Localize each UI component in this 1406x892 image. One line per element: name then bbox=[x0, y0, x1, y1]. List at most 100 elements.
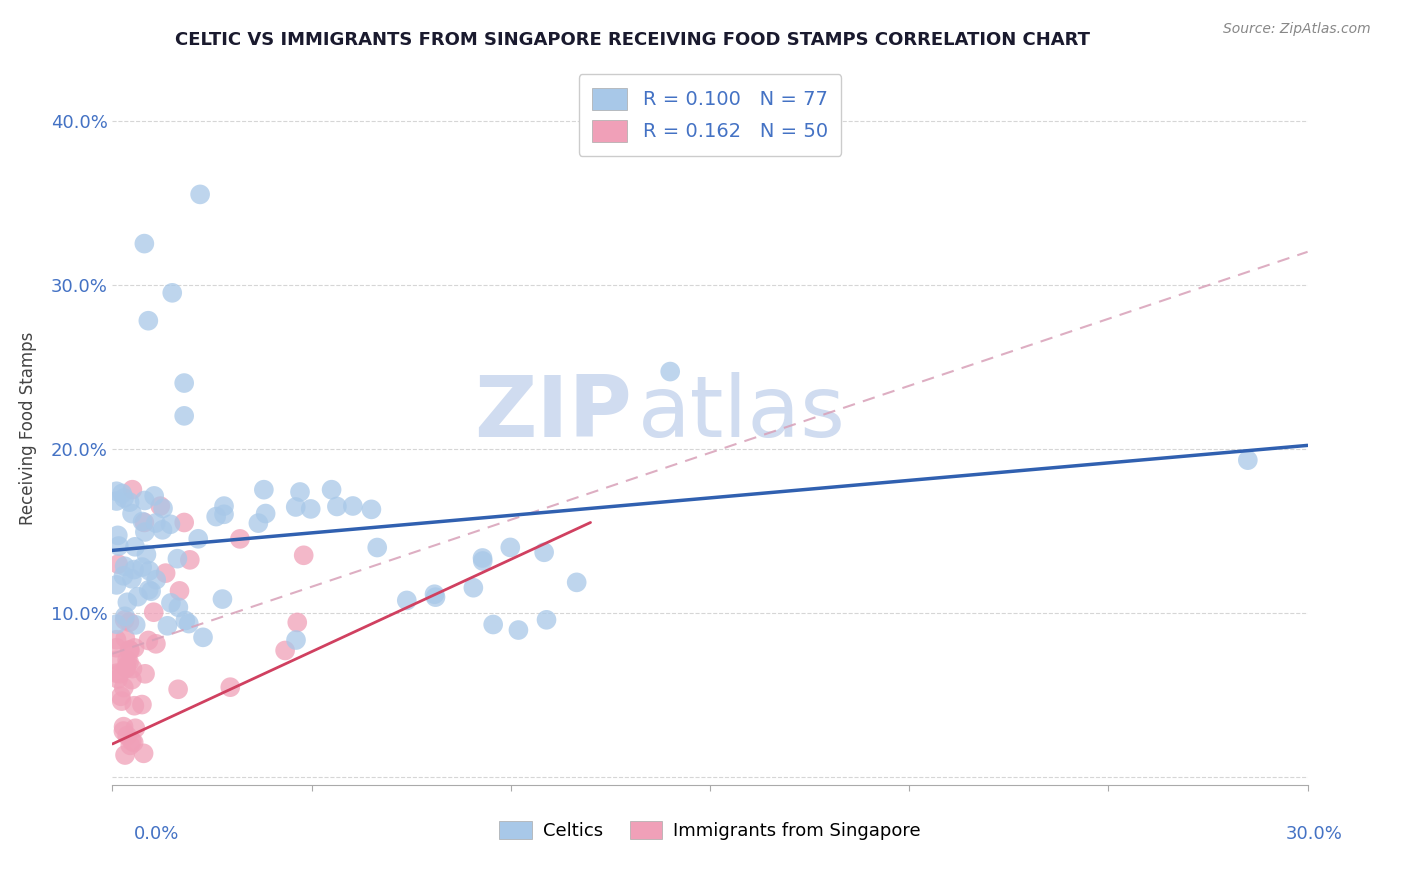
Point bbox=[508, 623, 530, 637]
Point bbox=[134, 236, 156, 251]
Point bbox=[423, 587, 446, 601]
Point bbox=[342, 499, 364, 513]
Point bbox=[167, 600, 190, 615]
Point bbox=[124, 698, 146, 713]
Point bbox=[138, 633, 160, 648]
Point bbox=[533, 545, 555, 559]
Point bbox=[173, 409, 195, 423]
Point bbox=[274, 643, 297, 657]
Point bbox=[112, 724, 135, 739]
Point bbox=[174, 614, 197, 628]
Point bbox=[162, 285, 183, 300]
Point bbox=[247, 516, 270, 530]
Point bbox=[143, 489, 166, 503]
Point bbox=[253, 483, 276, 497]
Point bbox=[112, 720, 135, 734]
Point bbox=[105, 494, 128, 508]
Point bbox=[188, 187, 211, 202]
Text: ZIP: ZIP bbox=[475, 372, 633, 456]
Point bbox=[1237, 453, 1260, 467]
Point bbox=[121, 662, 143, 676]
Point bbox=[118, 495, 141, 509]
Point bbox=[114, 631, 136, 645]
Point bbox=[115, 660, 138, 674]
Point bbox=[105, 666, 128, 681]
Point bbox=[120, 739, 142, 753]
Point bbox=[425, 590, 447, 604]
Point bbox=[135, 548, 157, 562]
Point bbox=[105, 653, 128, 667]
Legend: Celtics, Immigrants from Singapore: Celtics, Immigrants from Singapore bbox=[492, 814, 928, 847]
Point bbox=[360, 502, 382, 516]
Point bbox=[366, 541, 388, 555]
Point bbox=[173, 516, 195, 530]
Point bbox=[134, 666, 156, 681]
Point bbox=[659, 365, 682, 379]
Point bbox=[134, 516, 156, 530]
Point bbox=[131, 560, 153, 574]
Point bbox=[124, 640, 146, 655]
Point bbox=[219, 680, 242, 694]
Point bbox=[131, 698, 153, 712]
Point bbox=[138, 582, 160, 597]
Point bbox=[284, 500, 307, 514]
Point bbox=[108, 666, 131, 681]
Point bbox=[107, 528, 129, 542]
Point bbox=[177, 616, 200, 631]
Point bbox=[121, 734, 143, 748]
Point bbox=[115, 729, 138, 743]
Point bbox=[471, 554, 494, 568]
Point bbox=[105, 640, 128, 655]
Point bbox=[105, 578, 128, 592]
Point bbox=[395, 593, 418, 607]
Point bbox=[187, 532, 209, 546]
Point bbox=[156, 619, 179, 633]
Point bbox=[134, 493, 156, 508]
Point bbox=[145, 637, 167, 651]
Point bbox=[114, 609, 136, 624]
Point bbox=[179, 553, 201, 567]
Text: Source: ZipAtlas.com: Source: ZipAtlas.com bbox=[1223, 22, 1371, 37]
Point bbox=[124, 540, 146, 554]
Point bbox=[212, 508, 235, 522]
Point bbox=[105, 632, 128, 647]
Point bbox=[149, 499, 172, 513]
Y-axis label: Receiving Food Stamps: Receiving Food Stamps bbox=[18, 332, 37, 524]
Point bbox=[152, 523, 174, 537]
Point bbox=[285, 633, 308, 648]
Text: atlas: atlas bbox=[638, 372, 846, 456]
Point bbox=[121, 572, 143, 586]
Point bbox=[211, 592, 233, 607]
Point bbox=[114, 559, 136, 574]
Point bbox=[138, 314, 160, 328]
Point bbox=[254, 507, 277, 521]
Point bbox=[122, 563, 145, 577]
Point bbox=[131, 515, 153, 529]
Point bbox=[321, 483, 343, 497]
Point bbox=[152, 501, 174, 516]
Point bbox=[292, 549, 315, 563]
Point bbox=[299, 502, 322, 516]
Point bbox=[169, 583, 191, 598]
Point bbox=[111, 694, 134, 708]
Point bbox=[145, 516, 167, 530]
Point bbox=[107, 539, 129, 553]
Point bbox=[471, 551, 494, 566]
Point bbox=[110, 690, 132, 704]
Point bbox=[229, 532, 252, 546]
Point bbox=[115, 653, 138, 667]
Point bbox=[121, 507, 143, 521]
Point bbox=[205, 509, 228, 524]
Point bbox=[127, 590, 149, 604]
Point bbox=[107, 557, 129, 571]
Point bbox=[114, 613, 136, 627]
Point bbox=[114, 747, 136, 762]
Point bbox=[118, 643, 141, 657]
Point bbox=[105, 484, 128, 499]
Point bbox=[212, 499, 235, 513]
Point bbox=[125, 618, 148, 632]
Point bbox=[121, 673, 143, 687]
Point bbox=[155, 566, 177, 581]
Point bbox=[173, 376, 195, 390]
Point bbox=[107, 672, 129, 686]
